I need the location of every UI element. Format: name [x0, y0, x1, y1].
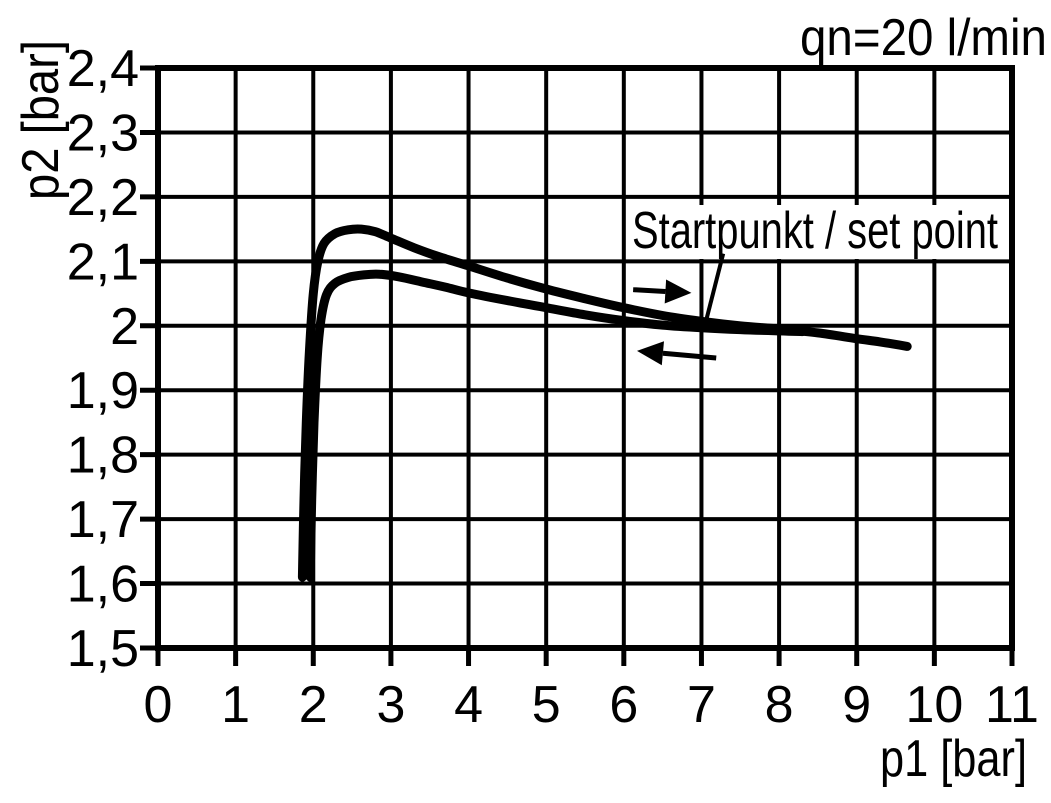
- flow-left-arrow-head: [637, 341, 664, 366]
- y-tick-label: 2,3: [67, 104, 139, 162]
- curve-upper-branch: [297, 224, 912, 582]
- x-tick-label: 6: [609, 676, 638, 734]
- y-axis-label: p2 [bar]: [12, 40, 70, 200]
- x-tick-label: 11: [985, 676, 1039, 734]
- y-tick-label: 1,7: [67, 491, 139, 549]
- x-tick-label: 9: [842, 676, 871, 734]
- y-tick-label: 1,9: [67, 362, 139, 420]
- x-tick-label: 10: [905, 676, 963, 734]
- y-tick-label: 2: [110, 298, 139, 356]
- flow-right-arrow-shaft: [632, 287, 666, 294]
- y-tick-label: 1,5: [67, 620, 139, 678]
- curve-lower-branch: [305, 269, 807, 582]
- flow-right-arrow-head: [664, 279, 692, 304]
- x-tick-label: 0: [144, 676, 173, 734]
- x-tick-label: 7: [687, 676, 716, 734]
- x-tick-label: 3: [376, 676, 405, 734]
- flow-right-arrow: [632, 279, 692, 304]
- x-tick-label: 5: [532, 676, 561, 734]
- plot-grid: [140, 65, 1015, 666]
- x-tick-label: 8: [765, 676, 794, 734]
- y-tick-label: 2,2: [67, 169, 139, 227]
- annotation-overlay: [632, 253, 726, 366]
- y-tick-label: 2,4: [67, 40, 139, 98]
- plot-border: [155, 65, 1015, 651]
- annotation-background: [628, 205, 1004, 259]
- chart-title: qn=20 l/min: [800, 9, 1047, 67]
- x-axis-label: p1 [bar]: [880, 730, 1027, 788]
- y-tick-label: 1,6: [67, 556, 139, 614]
- flow-left-arrow-shaft: [662, 350, 717, 361]
- y-tick-label: 1,8: [67, 427, 139, 485]
- x-tick-label: 4: [454, 676, 483, 734]
- x-tick-label: 2: [299, 676, 328, 734]
- y-tick-label: 2,1: [67, 233, 139, 291]
- annotation-callout-line: [704, 253, 726, 322]
- tick-labels: 2,42,32,22,121,91,81,71,61,50 1 2 3 4 5 6 7 8 9 10…: [67, 40, 1039, 734]
- annotation-label: Startpunkt / set point: [632, 202, 998, 260]
- flow-left-arrow: [637, 341, 717, 366]
- x-tick-label: 1: [221, 676, 250, 734]
